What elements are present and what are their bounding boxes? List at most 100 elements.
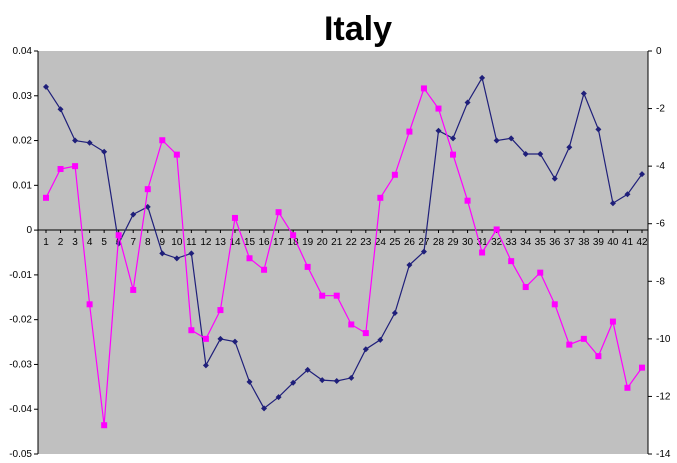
x-tick-label: 25: [389, 237, 401, 248]
left-tick-label: -0.03: [9, 359, 32, 370]
left-axis: 0.04 0.03 0.02 0.01 0 -0.01 -0.02 -0.03 -0.04 -0.…: [9, 46, 38, 460]
series-1-point: [304, 366, 311, 373]
series-2-point: [551, 301, 558, 308]
x-tick-label: 40: [607, 237, 619, 248]
x-tick-label: 15: [244, 237, 256, 248]
series-1-point: [86, 139, 93, 146]
x-tick-label: 18: [288, 237, 300, 248]
x-tick-label: 35: [535, 237, 547, 248]
series-1-point: [464, 99, 471, 106]
series-2-point: [231, 214, 238, 221]
series-2-point: [130, 286, 137, 293]
series-1-point: [159, 250, 166, 257]
series-1-point: [275, 394, 282, 401]
x-tick-label: 39: [593, 237, 605, 248]
series-1-point: [391, 309, 398, 316]
series-2-point: [639, 364, 645, 371]
x-tick-label: 8: [145, 237, 151, 248]
series-1-point: [537, 150, 544, 157]
right-tick-label: -10: [656, 334, 671, 345]
x-tick-label: 29: [447, 237, 459, 248]
x-tick-label: 19: [302, 237, 314, 248]
series-2-point: [246, 255, 253, 262]
series-1-point: [362, 346, 369, 353]
series-2-point: [450, 151, 457, 158]
x-tick-label: 2: [58, 237, 64, 248]
series-2-point: [522, 284, 529, 291]
series-2-point: [115, 232, 122, 239]
plot-area: [38, 51, 648, 454]
x-tick-label: 23: [360, 237, 372, 248]
series-1-point: [57, 106, 64, 113]
left-tick-label: -0.01: [9, 270, 32, 281]
series-1-point: [188, 250, 195, 257]
series-2-point: [479, 249, 486, 256]
series-1-point: [508, 135, 515, 142]
x-tick-label: 3: [72, 237, 78, 248]
right-axis: 0 -2 -4 -6 -8 -10 -12 -14: [648, 46, 671, 460]
left-tick-label: -0.04: [9, 404, 32, 415]
series-1-point: [435, 127, 442, 134]
series-2-point: [86, 301, 93, 308]
series-1-point: [639, 171, 645, 178]
x-tick-label: 30: [462, 237, 474, 248]
x-tick-label: 21: [331, 237, 343, 248]
series-1-point: [450, 135, 457, 142]
left-tick-label: -0.05: [9, 449, 32, 460]
series-2: [43, 85, 645, 429]
series-2-point: [319, 292, 326, 299]
series-2-point: [391, 171, 398, 178]
series-1-point: [144, 203, 151, 210]
x-tick-label: 31: [477, 237, 489, 248]
series-1-point: [231, 338, 238, 345]
x-tick-label: 38: [578, 237, 590, 248]
x-tick-label: 11: [186, 237, 197, 248]
x-tick-label: 34: [520, 237, 532, 248]
series-2-point: [580, 335, 587, 342]
series-1-point: [580, 90, 587, 97]
series-2-point: [202, 335, 209, 342]
x-tick-label: 20: [317, 237, 329, 248]
series-1-point: [290, 379, 297, 386]
x-tick-label: 4: [87, 237, 93, 248]
left-tick-label: 0.03: [13, 91, 33, 102]
x-tick-label: 37: [564, 237, 576, 248]
series-2-point: [464, 197, 471, 204]
series-2-point: [609, 318, 616, 325]
chart-title: Italy: [324, 10, 392, 48]
x-tick-label: 5: [101, 237, 107, 248]
x-tick-label: 10: [171, 237, 183, 248]
series-1-point: [551, 175, 558, 182]
right-tick-label: -4: [656, 161, 665, 172]
series-1-point: [348, 374, 355, 381]
series-2-point: [261, 266, 268, 273]
axes: [37, 51, 649, 454]
series-2-point: [173, 151, 180, 158]
x-tick-label: 36: [549, 237, 561, 248]
series-1-point: [420, 248, 427, 255]
right-tick-label: -12: [656, 391, 671, 402]
series-1-point: [522, 150, 529, 157]
left-tick-label: 0.01: [13, 180, 33, 191]
series-2-point: [377, 194, 384, 201]
series-1-point: [202, 362, 209, 369]
series-2-point: [72, 163, 79, 170]
series-1-point: [566, 144, 573, 151]
right-tick-label: 0: [656, 46, 662, 57]
x-tick-label: 12: [200, 237, 212, 248]
series-2-point: [420, 85, 427, 92]
series-2-point: [57, 166, 64, 173]
series-2-point: [348, 321, 355, 328]
x-tick-label: 1: [43, 237, 49, 248]
series-1-point: [72, 137, 79, 144]
series-1-point: [101, 148, 108, 155]
left-tick-label: 0.02: [13, 136, 33, 147]
left-tick-label: 0: [26, 225, 32, 236]
series-1-point: [595, 126, 602, 133]
series-2-point: [217, 307, 224, 314]
x-tick-label: 27: [418, 237, 430, 248]
right-tick-label: -14: [656, 449, 671, 460]
series-1-point: [333, 378, 340, 385]
x-tick-label: 13: [215, 237, 227, 248]
